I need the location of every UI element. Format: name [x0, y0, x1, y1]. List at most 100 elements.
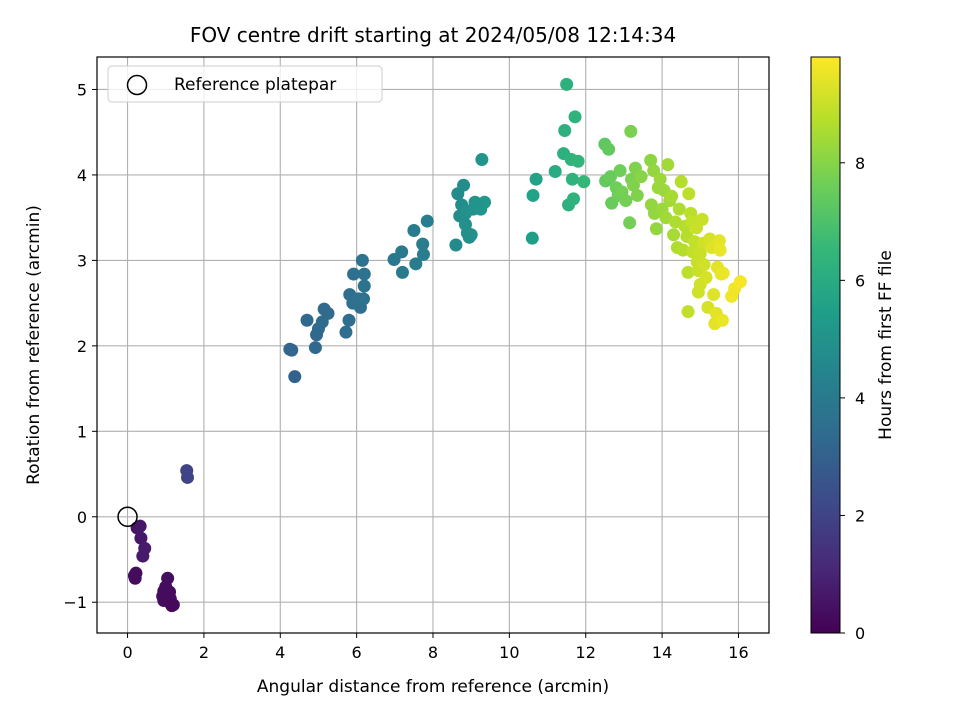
x-tick-label: 16 [728, 643, 748, 662]
x-tick-label: 2 [199, 643, 209, 662]
colorbar-gradient [810, 56, 841, 634]
data-point [347, 267, 361, 281]
data-point [165, 599, 179, 613]
legend-box [107, 65, 383, 103]
y-tick-label: 5 [77, 80, 87, 99]
data-point [577, 175, 591, 189]
data-point [626, 178, 640, 192]
data-point [715, 313, 729, 327]
y-tick-label: 2 [77, 337, 87, 356]
data-point [475, 153, 489, 167]
data-point [613, 164, 627, 178]
legend-entry-reference: Reference platepar [174, 75, 336, 95]
data-point [558, 123, 572, 137]
data-point [407, 223, 421, 237]
data-point [457, 178, 471, 192]
grid-lines [97, 57, 769, 633]
x-tick-label: 12 [576, 643, 596, 662]
data-point [649, 222, 663, 236]
data-point [716, 266, 730, 280]
data-point [526, 188, 540, 202]
data-point [565, 172, 579, 186]
data-point [681, 305, 695, 319]
data-point [560, 77, 574, 91]
data-point [134, 531, 148, 545]
data-point [695, 212, 709, 226]
data-point [665, 189, 679, 203]
data-point [604, 170, 618, 184]
data-point [525, 231, 539, 245]
data-point [571, 154, 585, 168]
data-point [470, 198, 484, 212]
x-tick-label: 8 [428, 643, 438, 662]
data-point [357, 267, 371, 281]
x-axis-ticks: 0 2 4 6 8 10 12 14 16 [122, 633, 749, 662]
data-point [548, 165, 562, 179]
data-point [308, 341, 322, 355]
y-axis-label: Rotation from reference (arcmin) [24, 205, 44, 485]
data-point [602, 142, 616, 156]
data-point [681, 265, 695, 279]
y-tick-label: 3 [77, 251, 87, 270]
y-axis-ticks: −1 0 1 2 3 4 5 [63, 80, 97, 612]
legend-marker-reference [126, 74, 148, 96]
data-point [180, 470, 194, 484]
data-point [136, 549, 150, 563]
data-point [630, 188, 644, 202]
legend: Reference platepar [107, 65, 383, 103]
data-point [619, 194, 633, 208]
data-point [697, 258, 711, 272]
y-tick-label: 1 [77, 422, 87, 441]
colorbar-tick-label: 6 [855, 271, 865, 290]
data-points [117, 77, 747, 613]
reference-point-marker [117, 506, 138, 528]
data-point [449, 238, 463, 252]
colorbar-tick-label: 4 [855, 389, 865, 408]
data-point [712, 234, 726, 248]
data-point [529, 172, 543, 186]
data-point [707, 288, 721, 302]
x-tick-label: 4 [275, 643, 285, 662]
data-point [661, 158, 675, 172]
y-tick-label: 0 [77, 508, 87, 527]
data-point [634, 170, 648, 184]
colorbar-tick-label: 0 [855, 624, 865, 643]
data-point [342, 313, 356, 327]
colorbar-tick-label: 2 [855, 506, 865, 525]
x-tick-label: 0 [122, 643, 132, 662]
data-point [395, 245, 409, 259]
data-point [339, 325, 353, 339]
data-point [693, 247, 707, 261]
colorbar: 0 2 4 6 8 Hours from first FF file [810, 56, 896, 643]
data-point [644, 153, 658, 167]
data-point [416, 247, 430, 261]
data-point [733, 275, 747, 289]
colorbar-label: Hours from first FF file [876, 250, 896, 440]
data-point [568, 110, 582, 124]
data-point [355, 253, 369, 267]
data-point [458, 218, 472, 232]
data-point [321, 306, 335, 320]
data-point [567, 192, 581, 206]
data-point [624, 124, 638, 138]
x-tick-label: 6 [352, 643, 362, 662]
data-point [420, 214, 434, 228]
data-point [653, 172, 667, 186]
y-tick-label: −1 [63, 593, 87, 612]
chart-title: FOV centre drift starting at 2024/05/08 … [190, 23, 676, 47]
data-point [300, 313, 314, 327]
data-point [682, 187, 696, 201]
data-point [127, 569, 141, 583]
data-point [288, 370, 302, 384]
data-point [285, 343, 299, 357]
y-tick-label: 4 [77, 166, 87, 185]
data-point [416, 237, 430, 251]
data-point [667, 228, 681, 242]
data-point [395, 265, 409, 279]
x-tick-label: 14 [652, 643, 672, 662]
data-point [699, 270, 713, 284]
data-point [357, 279, 371, 293]
colorbar-ticks: 0 2 4 6 8 [840, 154, 865, 643]
data-point [133, 519, 147, 533]
